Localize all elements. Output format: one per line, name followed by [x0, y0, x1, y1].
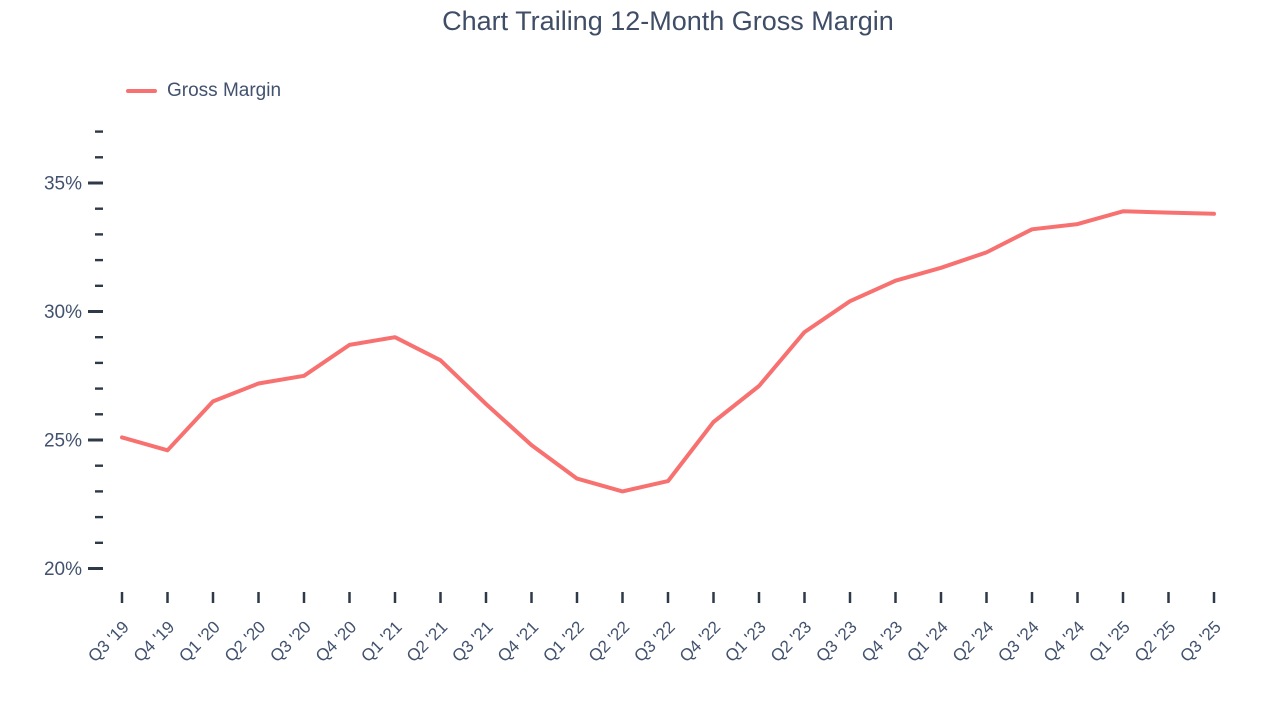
x-tick-label: Q4 '19: [130, 617, 178, 665]
x-tick-label: Q1 '21: [357, 617, 405, 665]
gross-margin-line-swatch-icon[interactable]: [126, 88, 157, 94]
x-tick-label: Q3 '23: [812, 617, 860, 665]
x-tick-label: Q1 '25: [1085, 617, 1133, 665]
x-tick-label: Q3 '25: [1176, 617, 1224, 665]
y-axis: 20% 25% 30% 35%: [44, 130, 103, 580]
chart-title: Chart Trailing 12-Month Gross Margin: [442, 6, 894, 36]
legend: Gross Margin: [126, 80, 281, 102]
x-tick-label: Q4 '23: [858, 617, 906, 665]
x-tick-label: Q4 '22: [676, 617, 724, 665]
x-tick-label: Q3 '22: [630, 617, 678, 665]
x-tick-label: Q3 '21: [448, 617, 496, 665]
x-tick-label: Q2 '23: [767, 617, 815, 665]
x-tick-label: Q2 '24: [949, 617, 997, 665]
x-tick-label: Q1 '22: [539, 617, 587, 665]
x-tick-label: Q4 '20: [312, 617, 360, 665]
x-tick-label: Q2 '22: [585, 617, 633, 665]
y-tick-label: 30%: [44, 302, 82, 323]
x-tick-label: Q3 '19: [84, 617, 132, 665]
x-tick-label: Q2 '20: [221, 617, 269, 665]
x-tick-label: Q4 '21: [494, 617, 542, 665]
x-tick-label: Q1 '24: [903, 617, 951, 665]
legend-label-gross-margin[interactable]: Gross Margin: [167, 80, 282, 101]
x-tick-label: Q3 '20: [266, 617, 314, 665]
x-tick-label: Q4 '24: [1040, 617, 1088, 665]
x-tick-label: Q1 '20: [175, 617, 223, 665]
y-tick-label: 35%: [44, 174, 82, 195]
y-tick-label: 20%: [44, 559, 82, 580]
x-tick-label: Q2 '25: [1131, 617, 1179, 665]
x-tick-label: Q2 '21: [403, 617, 451, 665]
gross-margin-line[interactable]: [120, 209, 1216, 494]
x-tick-label: Q1 '23: [721, 617, 769, 665]
y-tick-label: 25%: [44, 431, 82, 452]
x-tick-label: Q3 '24: [994, 617, 1042, 665]
